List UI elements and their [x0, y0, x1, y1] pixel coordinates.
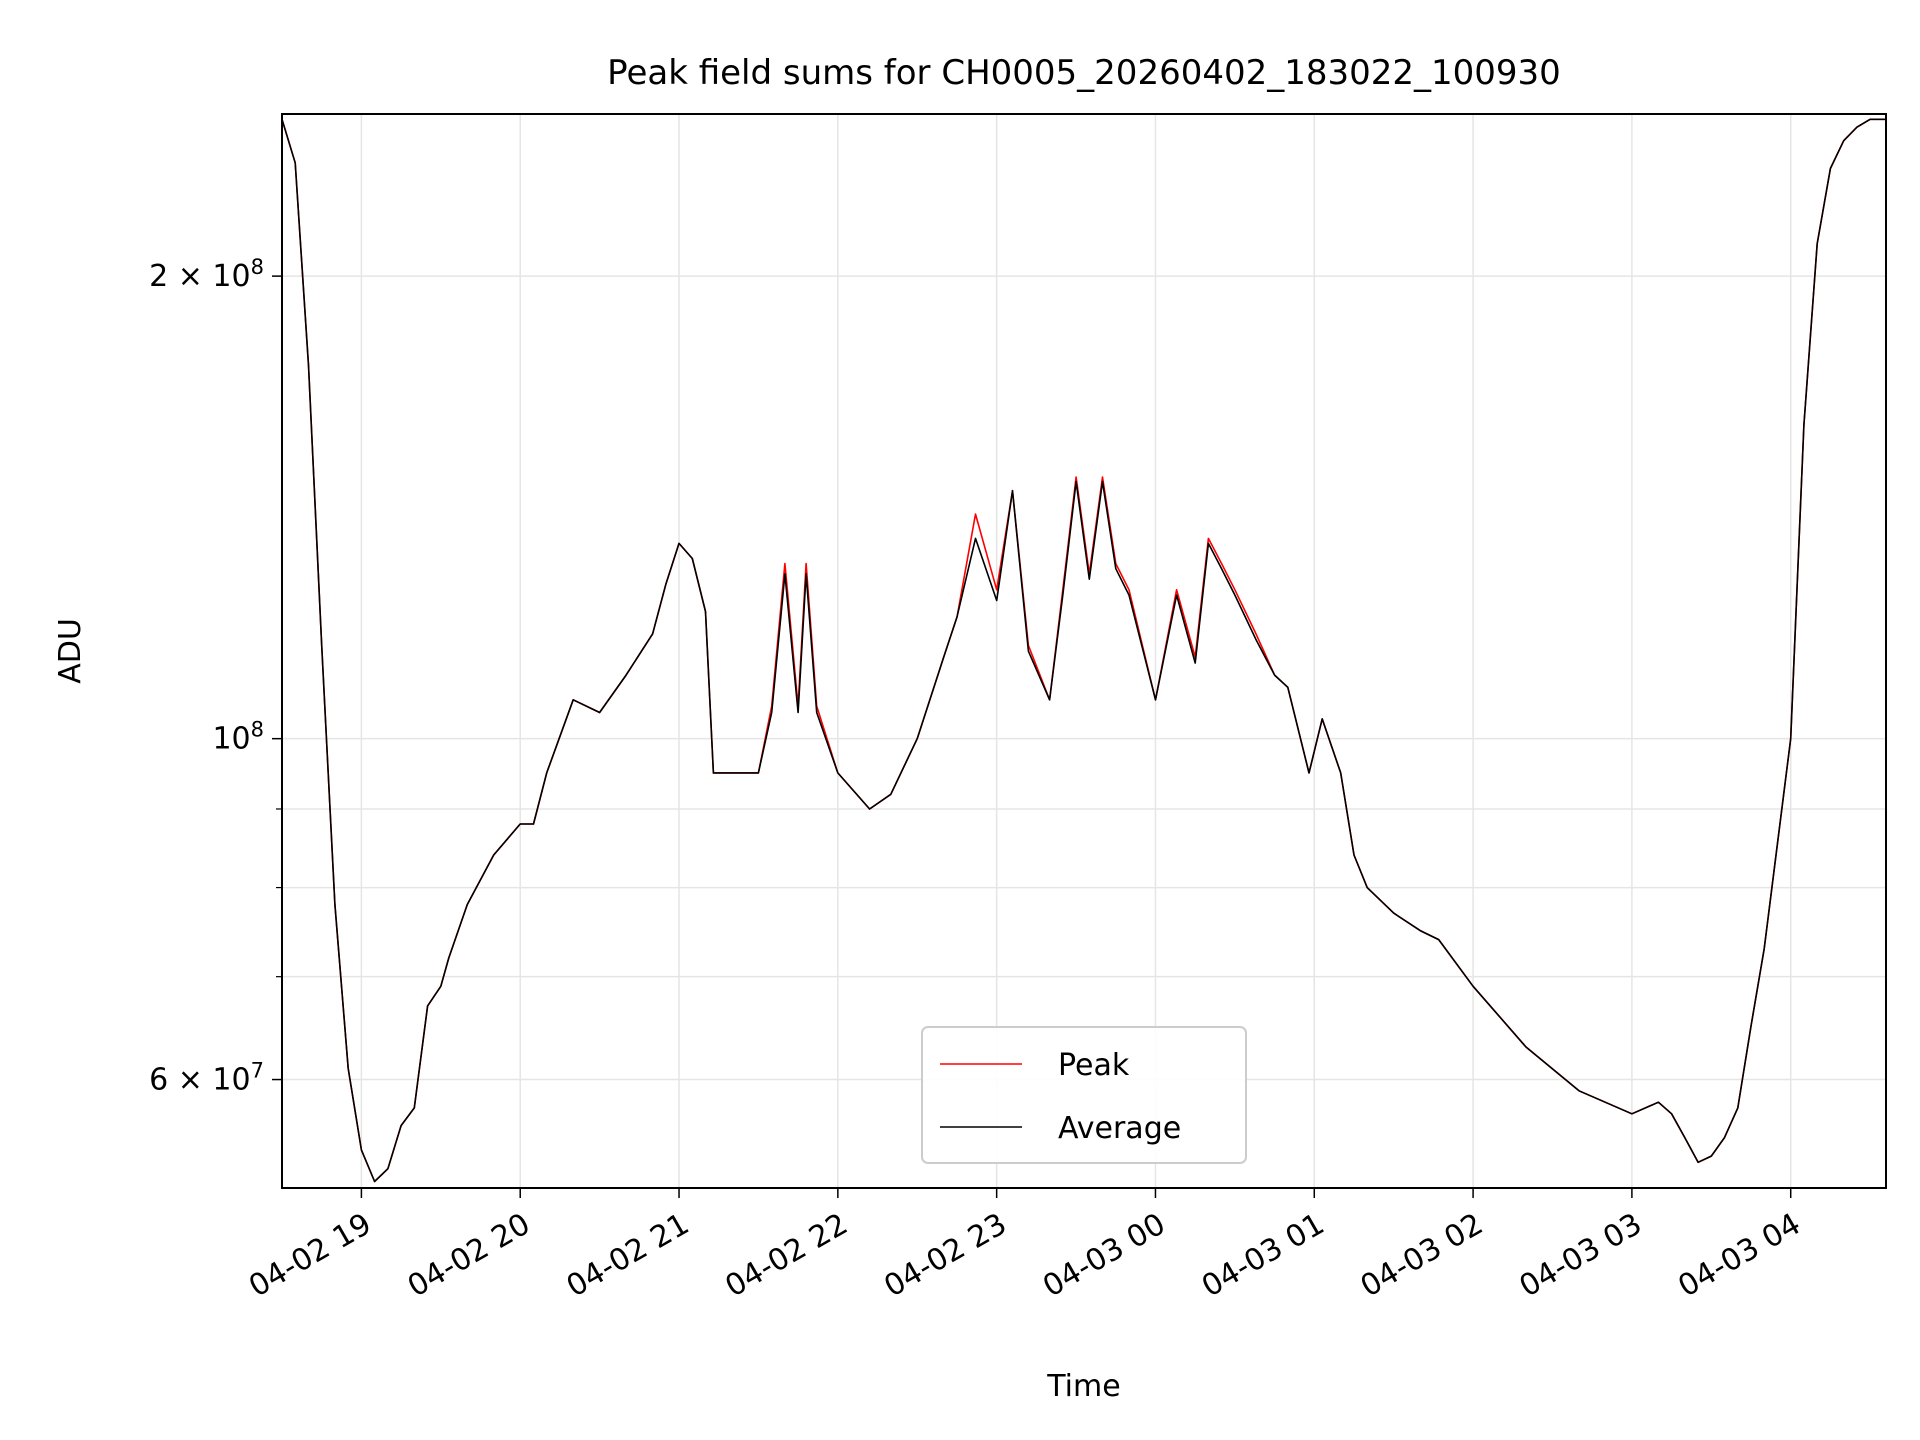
legend-label-average: Average	[1058, 1111, 1181, 1146]
x-axis-label: Time	[1046, 1369, 1120, 1404]
chart-title: Peak field sums for CH0005_20260402_1830…	[607, 53, 1561, 93]
y-axis-label: ADU	[53, 618, 88, 684]
legend: Peak Average	[921, 1026, 1247, 1164]
legend-box	[921, 1026, 1247, 1164]
plot-frame	[281, 113, 1887, 1189]
series-group	[281, 118, 1886, 1183]
y-tick-label: 6 × 107	[149, 1059, 264, 1098]
y-tick-label: 2 × 108	[149, 255, 264, 294]
y-axis: 6 × 107 108 2 × 108	[149, 255, 282, 1098]
legend-label-peak: Peak	[1058, 1048, 1130, 1083]
series-line-average	[281, 118, 1886, 1183]
y-tick-label: 108	[212, 718, 264, 757]
